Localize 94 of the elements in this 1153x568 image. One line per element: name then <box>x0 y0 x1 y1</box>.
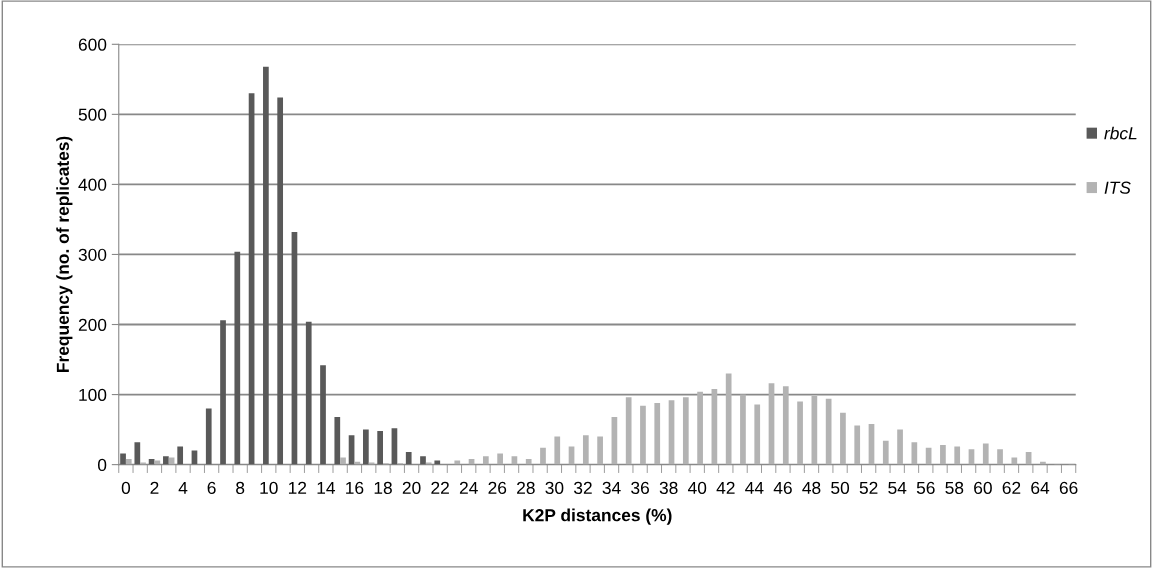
x-tick-label: 36 <box>631 481 649 495</box>
bar <box>540 447 546 465</box>
bar <box>405 452 412 465</box>
bar <box>697 391 703 465</box>
bar <box>782 386 789 465</box>
bar <box>134 442 141 465</box>
bar <box>334 416 341 465</box>
x-tick-label: 16 <box>346 481 364 495</box>
bar <box>220 320 226 465</box>
bar <box>420 456 426 465</box>
bar <box>125 459 132 465</box>
bar <box>997 449 1003 465</box>
x-tick-label: 24 <box>459 481 478 494</box>
x-tick-label: 60 <box>974 481 992 495</box>
bar <box>177 446 184 465</box>
y-axis-title: Frequency (no. of replicates) <box>56 136 73 372</box>
bar <box>740 394 746 465</box>
bar <box>205 408 212 465</box>
x-tick-label: 64 <box>1031 481 1050 495</box>
legend-label: ITS <box>1104 181 1131 194</box>
y-tick-label: 600 <box>78 38 107 51</box>
bar <box>377 431 383 465</box>
bar <box>954 446 961 465</box>
x-tick-label: 50 <box>831 481 850 495</box>
x-tick-label: 18 <box>374 481 392 495</box>
y-tick-label: 500 <box>78 108 107 121</box>
bar <box>582 435 589 465</box>
bar <box>982 443 989 465</box>
x-tick-label: 32 <box>573 481 592 495</box>
bar <box>497 453 503 465</box>
bar <box>263 66 269 465</box>
x-tick-label: 10 <box>260 481 278 495</box>
legend-label: rbcL <box>1104 126 1137 140</box>
x-tick-label: 40 <box>687 481 707 495</box>
bar <box>434 460 441 465</box>
x-tick-label: 20 <box>402 481 421 495</box>
bar <box>825 398 832 465</box>
bar <box>911 442 918 465</box>
bar <box>897 429 903 465</box>
bar <box>797 401 803 465</box>
x-tick-label: 56 <box>916 481 935 495</box>
bar <box>654 402 661 465</box>
bar <box>363 429 369 465</box>
x-tick-label: 54 <box>888 481 907 495</box>
x-tick-label: 34 <box>602 481 621 495</box>
bar <box>754 404 761 465</box>
x-tick-label: 30 <box>545 481 564 495</box>
bar <box>882 440 889 465</box>
bar <box>305 321 312 465</box>
bar <box>163 456 169 465</box>
x-tick-label: 28 <box>517 481 535 495</box>
x-tick-label: 0 <box>121 481 131 495</box>
x-tick-label: 26 <box>488 481 507 495</box>
x-tick-label: 48 <box>802 481 821 495</box>
bar <box>854 425 861 465</box>
bar <box>454 460 461 465</box>
bar <box>525 459 532 465</box>
x-tick-label: 52 <box>859 481 878 495</box>
bar <box>340 457 346 465</box>
y-tick-label: 100 <box>79 388 107 402</box>
bar <box>154 460 161 465</box>
x-tick-label: 44 <box>745 481 764 494</box>
bar <box>682 397 689 465</box>
bar <box>554 436 561 465</box>
bar <box>725 373 732 465</box>
bar <box>1011 457 1018 465</box>
x-tick-label: 4 <box>178 481 188 494</box>
bar <box>940 445 946 465</box>
bar <box>277 97 284 465</box>
bar <box>482 456 489 465</box>
y-tick-label: 300 <box>78 248 107 261</box>
x-tick-label: 6 <box>207 481 216 495</box>
x-tick-label: 14 <box>317 481 336 494</box>
bar <box>320 365 326 465</box>
y-tick-label: 200 <box>78 318 107 331</box>
bar <box>120 453 126 465</box>
x-tick-label: 38 <box>659 481 678 495</box>
bar <box>625 397 632 465</box>
x-tick-label: 42 <box>716 481 735 494</box>
x-tick-label: 2 <box>150 481 159 494</box>
x-tick-label: 22 <box>431 481 449 494</box>
x-tick-label: 8 <box>236 481 245 495</box>
y-tick-label: 400 <box>78 178 107 191</box>
x-tick-label: 12 <box>288 481 307 494</box>
bar <box>840 412 846 465</box>
x-axis-title: K2P distances (%) <box>523 508 672 525</box>
y-tick-label: 0 <box>97 458 107 472</box>
bar <box>640 405 646 465</box>
bar <box>597 436 603 465</box>
x-tick-label: 58 <box>945 481 964 495</box>
x-tick-label: 46 <box>773 481 792 495</box>
x-tick-label: 62 <box>1002 481 1021 495</box>
x-tick-label: 66 <box>1059 481 1078 495</box>
bar <box>234 251 241 465</box>
